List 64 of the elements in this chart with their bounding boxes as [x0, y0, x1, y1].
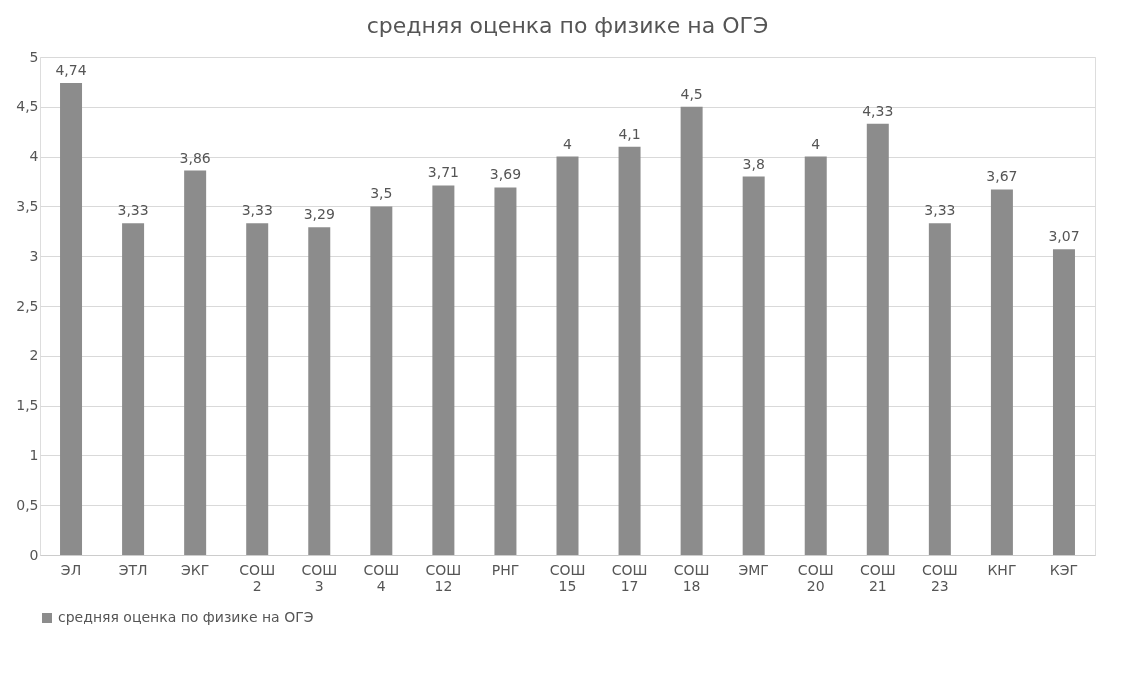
y-tick-label: 4,5: [16, 98, 39, 115]
x-tick-label: КНГ: [987, 561, 1017, 578]
bar: [928, 223, 951, 555]
y-tick-label: 3: [29, 247, 39, 264]
y-tick-label: 2,5: [16, 297, 39, 314]
data-label: 3,33: [241, 202, 273, 219]
bar: [804, 156, 827, 555]
x-tick-label: СОШ 23: [921, 561, 958, 594]
x-tick-label: СОШ 2: [239, 561, 276, 594]
bar: [308, 227, 331, 555]
bar: [1052, 249, 1075, 555]
x-tick-label: ЭМГ: [738, 561, 769, 578]
bar: [866, 123, 889, 555]
data-label: 3,71: [427, 164, 459, 181]
y-tick-label: 4: [29, 148, 39, 165]
bar: [370, 206, 393, 555]
data-label: 3,67: [986, 168, 1018, 185]
data-label: 3,33: [924, 202, 956, 219]
data-label: 4: [811, 135, 821, 152]
x-tick-label: ЭЛ: [60, 561, 82, 578]
data-label: 4,5: [680, 85, 703, 102]
data-label: 3,5: [370, 185, 393, 202]
x-tick-label: СОШ 3: [301, 561, 338, 594]
y-tick-label: 0: [29, 546, 39, 563]
x-tick-label: СОШ 4: [363, 561, 400, 594]
data-label: 3,07: [1048, 228, 1080, 245]
bar: [184, 170, 207, 555]
data-label: 3,29: [303, 206, 335, 223]
data-label: 4,33: [862, 102, 894, 119]
bar: [680, 106, 703, 555]
y-tick-label: 1,5: [16, 397, 39, 414]
y-tick-label: 5: [29, 48, 39, 65]
x-tick-label: СОШ 12: [425, 561, 462, 594]
x-tick-label: СОШ 18: [673, 561, 710, 594]
bar: [246, 223, 269, 555]
data-label: 3,69: [489, 166, 522, 183]
data-label: 4: [563, 135, 573, 152]
x-tick-label: РНГ: [491, 561, 520, 578]
data-label: 3,86: [179, 149, 211, 166]
y-tick-label: 1: [29, 446, 39, 463]
x-tick-label: СОШ 21: [859, 561, 896, 594]
bar: [60, 82, 83, 555]
x-tick-label: КЭГ: [1049, 561, 1079, 578]
x-tick-label: СОШ 17: [611, 561, 648, 594]
bar: [990, 189, 1013, 555]
bar: [556, 156, 579, 555]
x-tick-label: СОШ 15: [549, 561, 586, 594]
data-label: 3,33: [117, 202, 149, 219]
x-tick-label: ЭТЛ: [118, 561, 148, 578]
y-tick-label: 3,5: [16, 197, 39, 214]
data-label: 3,8: [742, 155, 765, 172]
chart-title: средняя оценка по физике на ОГЭ: [366, 13, 769, 38]
data-label: 4,74: [55, 61, 87, 78]
bar: [122, 223, 145, 555]
x-tick-label: ЭКГ: [181, 561, 210, 578]
bar: [494, 187, 517, 555]
y-tick-label: 2: [29, 347, 39, 364]
bar: [742, 176, 765, 555]
bar: [432, 185, 455, 555]
x-tick-label: СОШ 20: [797, 561, 834, 594]
bar: [618, 146, 641, 555]
data-label: 4,1: [618, 125, 641, 142]
y-tick-label: 0,5: [16, 496, 39, 513]
legend-label: средняя оценка по физике на ОГЭ: [58, 609, 314, 625]
